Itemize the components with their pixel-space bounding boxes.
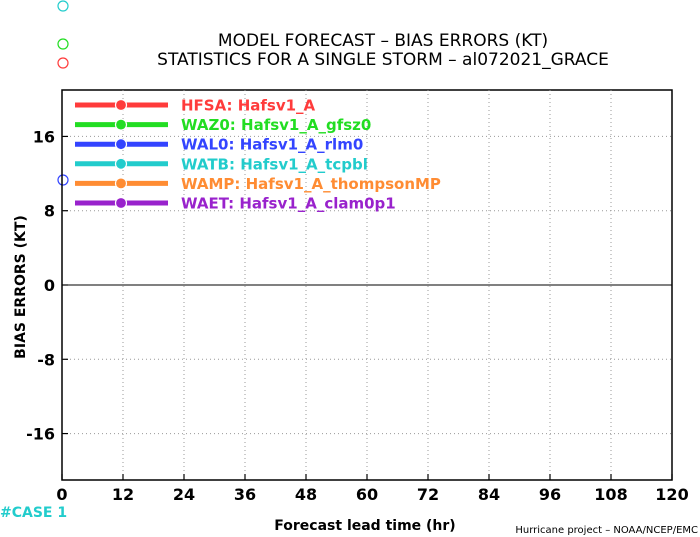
x-tick-label: 120 [655, 485, 688, 504]
y-tick-label: 8 [44, 202, 55, 221]
marker-circle-low [57, 57, 69, 69]
y-tick-label: 16 [33, 127, 55, 146]
case-label: #CASE 1 [0, 505, 67, 521]
x-tick-label: 0 [56, 485, 67, 504]
legend-label: WAMP: Hafsv1_A_thompsonMP [181, 175, 441, 193]
chart-title: MODEL FORECAST – BIAS ERRORS (KT) [218, 31, 548, 51]
legend-label: WAZ0: Hafsv1_A_gfsz0 [181, 116, 371, 134]
legend-marker [114, 177, 128, 190]
x-tick-label: 96 [539, 485, 561, 504]
x-axis-label: Forecast lead time (hr) [274, 518, 455, 534]
x-tick-label: 48 [295, 485, 317, 504]
y-tick-label: -16 [26, 425, 55, 444]
y-axis-ticks: -16 -8 0 8 16 [26, 127, 68, 444]
legend-label: WAET: Hafsv1_A_clam0p1 [181, 195, 396, 213]
y-tick-label: 0 [44, 276, 55, 295]
grid [62, 90, 672, 480]
legend-marker [114, 157, 128, 170]
x-tick-label: 24 [173, 485, 195, 504]
x-axis-ticks: 0 12 24 36 48 60 72 84 96 108 120 [56, 474, 689, 504]
legend-marker [114, 196, 128, 210]
legend-label: WATB: Hafsv1_A_tcpbl [181, 155, 368, 173]
x-tick-label: 72 [417, 485, 439, 504]
x-tick-label: 60 [356, 485, 378, 504]
x-tick-label: 108 [594, 485, 627, 504]
x-tick-label: 12 [112, 485, 134, 504]
marker-circle-mid [57, 38, 69, 50]
marker-circle-top [57, 0, 69, 12]
legend-marker [114, 118, 128, 131]
chart-subtitle: STATISTICS FOR A SINGLE STORM – al072021… [157, 50, 609, 70]
legend-marker [114, 138, 128, 151]
marker-circle-axis [57, 174, 69, 186]
legend-marker [114, 98, 128, 112]
y-tick-label: -8 [37, 350, 55, 369]
footer-credit: Hurricane project – NOAA/NCEP/EMC [515, 525, 698, 536]
y-axis-label: BIAS ERRORS (KT) [13, 215, 29, 359]
legend-label: HFSA: Hafsv1_A [181, 97, 316, 115]
x-tick-label: 36 [234, 485, 256, 504]
legend-label: WAL0: Hafsv1_A_rlm0 [181, 136, 363, 154]
x-tick-label: 84 [478, 485, 500, 504]
